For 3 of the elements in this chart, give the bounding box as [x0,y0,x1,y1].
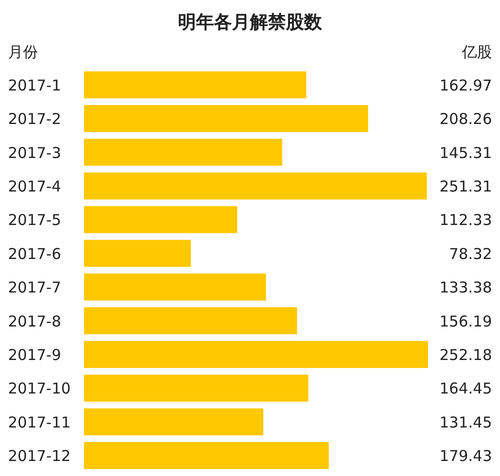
title: 明年各月解禁股数 [178,12,322,33]
ylabel: 月份 [8,43,38,61]
xlabel: 亿股 [462,43,492,61]
